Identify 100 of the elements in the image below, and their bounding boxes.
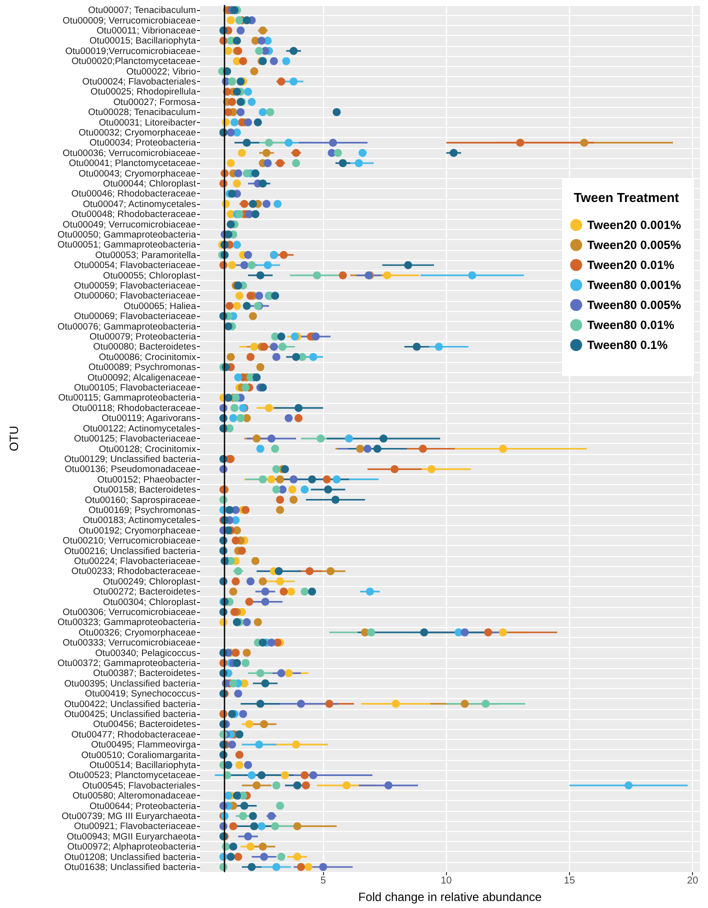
x-tick-label: 20 — [687, 876, 699, 887]
y-tick-label: Otu00128; Crocinitomix — [98, 444, 196, 454]
point — [228, 261, 236, 270]
y-tick-label: Otu00456; Bacteroidetes — [93, 719, 196, 730]
point — [258, 822, 266, 830]
point — [224, 46, 232, 55]
y-tick-label: Otu00152; Phaeobacter — [97, 474, 196, 484]
point — [342, 781, 351, 790]
point — [280, 771, 289, 780]
y-tick-label: Otu01208; Unclassified bacteria — [64, 852, 197, 862]
y-tick-label: Otu00028; Tenacibaculum — [88, 107, 196, 118]
point — [428, 465, 436, 474]
y-tick-label: Otu00044; Chloroplast — [102, 178, 196, 189]
y-tick-label: Otu00136; Pseudomonadaceae — [64, 464, 196, 474]
point — [262, 148, 271, 157]
point — [248, 98, 256, 106]
y-tick-label: Otu00129; Unclassified bacteria — [64, 454, 197, 464]
point — [248, 771, 256, 780]
point — [293, 822, 302, 830]
y-tick-label: Otu00080; Bacteroidetes — [93, 342, 196, 352]
point — [254, 618, 262, 626]
y-tick-label: Otu00031; Litoreibacter — [98, 117, 196, 128]
y-tick-label: Otu00510; Coraliomargarita — [81, 750, 197, 760]
y-tick-label: Otu00158; Bacteroidetes — [93, 484, 196, 495]
legend-label: Tween20 0.01% — [587, 258, 675, 272]
point — [366, 588, 374, 596]
y-tick-label: Otu00739; MG III Euryarchaeota — [62, 810, 197, 821]
y-tick-label: Otu00036; Verrucomicrobiaceae — [62, 148, 196, 158]
point — [272, 863, 280, 871]
y-tick-label: Otu00025; Rhodopirellula — [90, 86, 197, 97]
point — [498, 628, 507, 636]
y-tick-label: Otu00092; Alcaligenaceae — [87, 372, 196, 382]
y-tick-label: Otu00011; Vibrionaceae — [96, 26, 196, 36]
point — [392, 700, 400, 708]
point — [242, 648, 251, 657]
y-tick-label: Otu00333; Verrucomicrobiaceae — [62, 638, 196, 648]
y-tick-label: Otu00027; Formosa — [113, 96, 197, 107]
point — [264, 261, 272, 270]
point — [252, 434, 261, 443]
y-tick-label: Otu00076; Gammaproteobacteria — [57, 321, 197, 332]
legend-label: Tween80 0.01% — [587, 318, 675, 332]
point — [250, 342, 258, 351]
y-tick-label: Otu00125; Flavobacteriaceae — [74, 434, 196, 444]
y-tick-label: Otu00019;Verrucomicrobiaceae — [65, 46, 196, 56]
point — [276, 475, 284, 484]
y-tick-label: Otu00419; Synechococcus — [84, 688, 196, 699]
y-tick-label: Otu00326; Cryomorphaceae — [78, 627, 196, 638]
point — [224, 792, 232, 800]
point — [383, 271, 392, 280]
point — [468, 271, 476, 280]
point — [232, 302, 241, 310]
point — [284, 138, 293, 147]
point — [226, 16, 235, 24]
y-tick-label: Otu00050; Gammaproteobacteria — [57, 230, 197, 240]
y-tick-label: Otu00425; Unclassified bacteria — [64, 708, 197, 719]
y-tick-label: Otu00105; Flavobacteriaceae — [74, 382, 196, 393]
point — [358, 148, 367, 157]
point — [274, 200, 282, 208]
y-tick-label: Otu00306; Verrucomicrobiaceae — [62, 606, 196, 617]
y-tick-label: Otu00051; Gammaproteobacteria — [57, 240, 197, 250]
point — [258, 108, 267, 116]
y-tick-label: Otu00119; Agarivorans — [102, 413, 196, 424]
y-tick-label: Otu00304; Chloroplast — [102, 596, 196, 607]
point — [256, 444, 264, 453]
y-tick-label: Otu00233; Rhodobacteraceae — [71, 566, 196, 576]
y-tick-label: Otu00020;Planctomycetaceae — [71, 56, 196, 66]
point — [230, 118, 238, 126]
y-tick-label: Otu00340; Pelagicoccus — [95, 648, 196, 658]
point — [264, 404, 273, 412]
y-tick-label: Otu00032; Cryomorphaceae — [78, 128, 196, 138]
point — [498, 444, 507, 453]
point — [258, 26, 267, 34]
point — [245, 720, 254, 728]
point — [290, 332, 299, 341]
point — [580, 138, 588, 147]
y-tick-label: Otu00115; Gammaproteobacteria — [58, 392, 197, 403]
point — [258, 842, 267, 851]
y-tick-label: Otu00943; MGII Euryarchaeota — [66, 831, 197, 842]
y-tick-label: Otu00048; Rhodobacteraceae — [71, 209, 196, 220]
point — [284, 669, 293, 678]
point — [354, 159, 363, 168]
y-tick-label: Otu00122; Actinomycetales — [82, 423, 196, 434]
y-tick-label: Otu00169; Psychromonas — [88, 504, 196, 515]
point — [234, 373, 242, 382]
point — [226, 352, 235, 361]
y-tick-label: Otu00086; Crocinitomix — [98, 352, 196, 362]
point — [276, 506, 284, 514]
legend-label: Tween80 0.001% — [587, 278, 682, 292]
point — [288, 486, 296, 494]
x-tick-label: 15 — [564, 876, 576, 887]
y-tick-label: Otu00514; Bacillariophyta — [90, 760, 197, 770]
point — [276, 577, 284, 586]
point — [235, 760, 244, 769]
x-tick-label: 5 — [320, 876, 326, 887]
y-tick-label: Otu00053; Paramoritella — [95, 250, 197, 260]
x-axis-title: Fold change in relative abundance — [358, 890, 542, 904]
y-tick-label: Otu00477; Rhodobacteraceae — [71, 729, 196, 740]
point — [434, 342, 443, 351]
point — [309, 352, 318, 361]
y-tick-label: Otu00009; Verrucomicrobiaceae — [62, 15, 196, 26]
